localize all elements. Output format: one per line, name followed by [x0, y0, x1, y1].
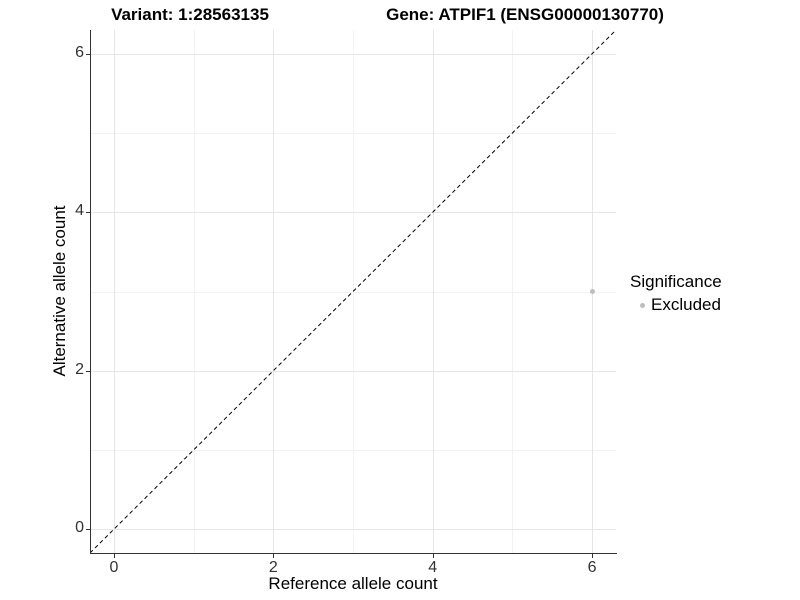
- legend-item-label: Excluded: [651, 295, 721, 314]
- gridline-major-vertical: [273, 30, 275, 553]
- x-axis-tick-label: 2: [268, 559, 278, 576]
- variant-title: Variant: 1:28563135: [111, 5, 269, 24]
- plot-panel: [90, 30, 616, 553]
- x-axis-tick: [273, 554, 275, 558]
- gene-title: Gene: ATPIF1 (ENSG00000130770): [386, 5, 664, 24]
- legend-title: Significance: [630, 272, 722, 291]
- x-axis-line: [90, 553, 617, 554]
- x-axis-label: Reference allele count: [268, 574, 438, 593]
- y-axis-tick: [86, 370, 90, 372]
- gridline-major-vertical: [113, 30, 115, 553]
- gridline-major-horizontal: [90, 212, 616, 214]
- x-axis-tick: [113, 554, 115, 558]
- gridline-major-horizontal: [90, 53, 616, 55]
- y-axis-tick-label: 6: [75, 43, 84, 61]
- y-axis-tick-label: 4: [75, 202, 84, 220]
- y-axis-tick: [86, 529, 90, 531]
- gridline-minor-horizontal: [90, 449, 616, 451]
- gridline-minor-horizontal: [90, 291, 616, 293]
- y-axis-tick-label: 0: [75, 519, 84, 537]
- x-axis-tick: [592, 554, 594, 558]
- y-axis-line: [90, 30, 91, 554]
- legend-item-excluded: Excluded: [630, 295, 780, 315]
- identity-dashed-line: [90, 30, 616, 553]
- y-axis-tick-label: 2: [75, 360, 84, 378]
- y-axis-tick: [86, 212, 90, 214]
- legend-point-icon: [640, 302, 645, 308]
- y-axis-label: Alternative allele count: [50, 205, 69, 377]
- data-point: [589, 289, 595, 294]
- identity-line-svg: [90, 30, 616, 553]
- x-axis-tick-label: 6: [587, 559, 597, 576]
- x-axis-tick-label: 4: [428, 559, 438, 576]
- gridline-major-horizontal: [90, 529, 616, 531]
- x-axis-tick: [432, 554, 434, 558]
- gridline-major-vertical: [432, 30, 434, 553]
- x-axis-tick-label: 0: [109, 559, 119, 576]
- legend: Significance Excluded: [630, 272, 780, 315]
- gridline-major-horizontal: [90, 370, 616, 372]
- y-axis-tick: [86, 53, 90, 55]
- gridline-minor-horizontal: [90, 133, 616, 134]
